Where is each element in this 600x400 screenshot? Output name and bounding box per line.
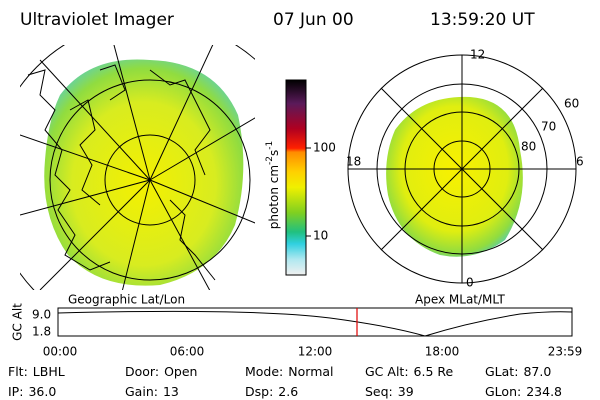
status-value: 2.6 <box>278 384 298 399</box>
altitude-plot: GC Alt 9.0 1.8 00:00 06:00 12:00 18:00 2… <box>11 303 583 359</box>
lat-label: 60 <box>564 97 579 111</box>
right-caption: Apex MLat/MLT <box>415 293 505 307</box>
colorbar <box>285 79 307 276</box>
colorbar-tick-label: 100 <box>313 141 336 155</box>
status-label: GLon: <box>485 384 521 399</box>
status-value: 6.5 Re <box>414 364 454 379</box>
status-field: Mode: Normal <box>245 364 334 379</box>
status-label: Seq: <box>365 384 393 399</box>
x-tick-label: 06:00 <box>170 345 205 359</box>
status-value: Open <box>164 364 197 379</box>
y-tick-label: 9.0 <box>32 308 51 322</box>
status-label: Dsp: <box>245 384 273 399</box>
geographic-image <box>20 45 255 290</box>
x-tick-label: 00:00 <box>43 345 78 359</box>
date: 07 Jun 00 <box>273 10 354 30</box>
status-value: 87.0 <box>523 364 551 379</box>
x-tick-label: 18:00 <box>425 345 460 359</box>
status-value: Normal <box>288 364 333 379</box>
x-tick-label: 23:59 <box>548 345 583 359</box>
left-caption: Geographic Lat/Lon <box>68 293 185 307</box>
x-tick-label: 12:00 <box>298 345 333 359</box>
unit: s <box>267 150 281 156</box>
status-field: IP: 36.0 <box>8 384 56 399</box>
mlt-label: 6 <box>576 155 584 169</box>
y-tick-label: 1.8 <box>32 325 51 339</box>
status-field: GLon: 234.8 <box>485 384 562 399</box>
status-label: Flt: <box>8 364 28 379</box>
status-field: Gain: 13 <box>125 384 179 399</box>
status-field: Seq: 39 <box>365 384 414 399</box>
time: 13:59:20 UT <box>430 10 535 30</box>
status-bar: Flt: LBHL Door: Open Mode: Normal GC Alt: 6.5 R… <box>8 364 562 399</box>
status-field: GLat: 87.0 <box>485 364 551 379</box>
title: Ultraviolet Imager <box>20 10 174 30</box>
status-label: Door: <box>125 364 159 379</box>
status-value: 13 <box>163 384 179 399</box>
status-field: Flt: LBHL <box>8 364 65 379</box>
status-field: Door: Open <box>125 364 197 379</box>
mlt-label: 0 <box>466 276 474 290</box>
magnetic-image: 12 18 6 0 60 70 80 <box>346 48 584 290</box>
mlt-label: 18 <box>346 155 361 169</box>
colorbar-label: photon cm-2s-1 <box>265 141 281 230</box>
status-label: Mode: <box>245 364 283 379</box>
exponent: -2 <box>265 156 275 165</box>
exponent: -1 <box>265 141 275 150</box>
y-axis-label: GC Alt <box>11 303 25 341</box>
status-label: Gain: <box>125 384 158 399</box>
colorbar-tick-label: 10 <box>313 229 328 243</box>
mlt-label: 12 <box>470 48 485 62</box>
lat-label: 80 <box>521 140 536 154</box>
status-field: GC Alt: 6.5 Re <box>365 364 454 379</box>
status-value: 234.8 <box>526 384 562 399</box>
status-value: 39 <box>398 384 414 399</box>
lat-label: 70 <box>541 120 556 134</box>
status-value: LBHL <box>33 364 65 379</box>
status-label: GC Alt: <box>365 364 409 379</box>
unit: photon cm <box>267 165 281 229</box>
status-label: GLat: <box>485 364 518 379</box>
status-label: IP: <box>8 384 23 399</box>
status-field: Dsp: 2.6 <box>245 384 298 399</box>
status-value: 36.0 <box>28 384 56 399</box>
